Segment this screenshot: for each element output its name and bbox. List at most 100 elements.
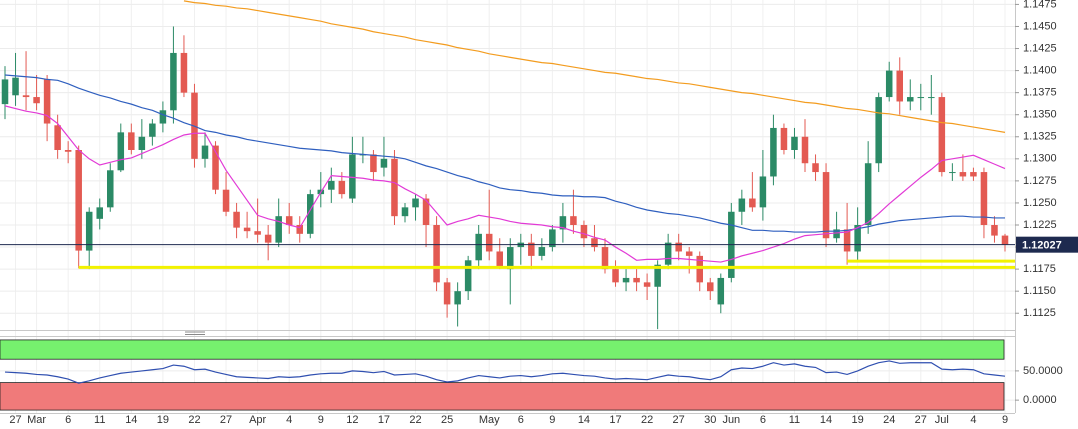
candle-body [328, 180, 335, 190]
candle-body [233, 211, 240, 228]
y-tick-label: 1.1325 [1023, 131, 1057, 143]
candle-body [222, 189, 230, 212]
candle-body [538, 247, 546, 256]
candle-body [275, 216, 282, 243]
candle-body [791, 136, 798, 150]
candle-body [285, 216, 293, 225]
y-tick-label: 1.1125 [1023, 307, 1056, 319]
candle-body [696, 255, 703, 283]
candle-body [591, 238, 598, 248]
y-tick-label: 1.1375 [1023, 87, 1057, 99]
x-tick-label: 19 [852, 414, 864, 426]
candle-body [633, 277, 640, 283]
candle-body [212, 145, 219, 190]
candle-body [54, 125, 61, 150]
x-tick-label: 27 [915, 414, 927, 426]
x-tick-label: 30 [704, 414, 716, 426]
y-tick-label: 1.1175 [1023, 263, 1056, 275]
candle-body [496, 251, 503, 267]
x-tick-label: 19 [157, 414, 169, 426]
x-tick-label: 27 [673, 414, 685, 426]
candle-body [896, 70, 903, 102]
x-tick-label: 17 [609, 414, 621, 426]
line-series [183, 0, 1006, 133]
candle-body [338, 180, 346, 195]
y-tick-label: 1.1425 [1023, 42, 1057, 54]
y-tick-label: 1.1250 [1023, 197, 1057, 209]
candle-body [622, 277, 630, 283]
candle-body [464, 260, 472, 292]
candle-body [812, 163, 819, 173]
candle-body [107, 170, 114, 208]
candle-body [875, 97, 882, 164]
x-tick-label: Jul [935, 414, 949, 426]
candle-body [601, 247, 609, 270]
y-tick-label: 1.1350 [1023, 109, 1057, 121]
candle-body [149, 123, 156, 137]
candle-body [833, 229, 840, 239]
x-tick-label: 27 [9, 414, 21, 426]
candle-body [717, 277, 725, 305]
y-tick-label: 50.0000 [1023, 365, 1063, 377]
candle-body [117, 132, 125, 171]
x-tick-label: 17 [378, 414, 390, 426]
candle-body [507, 247, 514, 270]
candle-body [528, 242, 535, 256]
x-tick-label: 9 [318, 414, 324, 426]
candle-body [475, 233, 482, 261]
candle-body [433, 225, 440, 283]
x-tick-label: 9 [1002, 414, 1008, 426]
candle-body [485, 233, 493, 252]
candle-body [907, 97, 914, 102]
x-tick-label: 11 [94, 414, 105, 426]
candle-body [43, 79, 51, 124]
candle-body [349, 154, 356, 199]
x-tick-label: 22 [641, 414, 653, 426]
y-tick-label: 1.1225 [1023, 219, 1057, 231]
x-tick-label: 6 [760, 414, 766, 426]
candle-body [580, 225, 588, 239]
candle-body [243, 227, 251, 232]
line-series [4, 360, 1006, 384]
candle-body [1001, 235, 1009, 245]
zone-band [0, 339, 1005, 360]
candle-body [707, 282, 714, 292]
candle-body [843, 229, 851, 252]
x-tick-label: 6 [65, 414, 71, 426]
x-tick-label: 12 [346, 414, 358, 426]
candle-body [991, 225, 998, 236]
candle-body [928, 97, 935, 99]
candle-body [128, 132, 135, 150]
x-tick-label: Jun [722, 414, 740, 426]
candle-body [370, 154, 377, 173]
candle-body [664, 242, 672, 265]
candle-body [770, 127, 777, 177]
x-tick-label: 14 [578, 414, 590, 426]
candle-body [22, 95, 30, 98]
y-tick-label: 1.1150 [1023, 285, 1056, 297]
candle-body [654, 264, 661, 287]
x-tick-label: 14 [125, 414, 137, 426]
last-price-box [1016, 236, 1078, 253]
candle-body [159, 110, 167, 124]
candle-body [612, 269, 619, 283]
x-tick-label: 9 [549, 414, 555, 426]
candle-body [96, 207, 103, 219]
candle-body [170, 52, 177, 111]
x-tick-label: 27 [220, 414, 232, 426]
x-tick-label: 22 [188, 414, 200, 426]
candle-body [759, 176, 767, 208]
candle-body [970, 172, 977, 177]
candle-body [917, 97, 925, 99]
x-tick-label: 24 [883, 414, 895, 426]
candle-body [64, 150, 72, 152]
candle-body [780, 127, 788, 150]
resize-handle[interactable] [185, 331, 205, 335]
candle-body [201, 145, 209, 159]
candle-body [685, 251, 693, 256]
candle-body [307, 194, 314, 234]
candle-body [454, 291, 461, 305]
candle-body [412, 198, 419, 208]
candle-body [749, 198, 756, 208]
